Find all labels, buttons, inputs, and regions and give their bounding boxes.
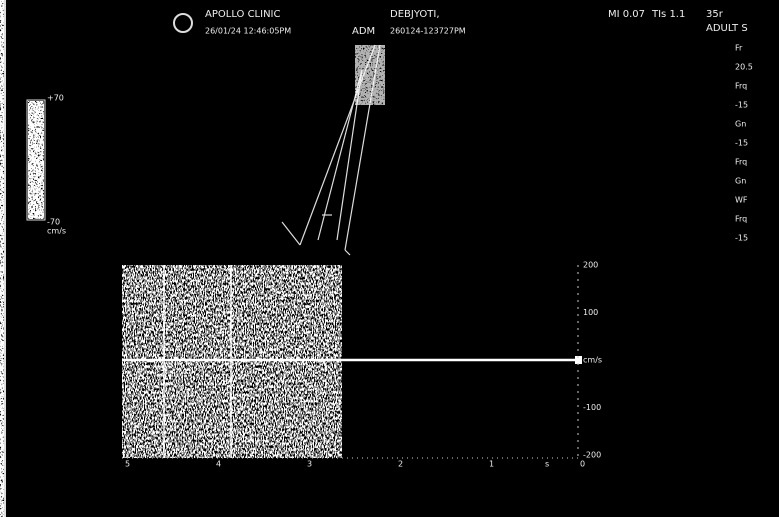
setting-label: -15 bbox=[735, 234, 748, 243]
time-label: 3 bbox=[307, 460, 312, 469]
time-label: 0 bbox=[580, 460, 585, 469]
time-unit: s bbox=[545, 460, 549, 469]
sector-noise bbox=[355, 45, 385, 105]
setting-label: Frq bbox=[735, 82, 747, 91]
baseline-handle bbox=[575, 356, 582, 364]
settings-panel: Fr 20.5 Frq -15 Gn -15 Frq Gn WF Frq -15 bbox=[735, 44, 753, 243]
velocity-label: -100 bbox=[583, 403, 601, 412]
color-bar-bottom: -70 bbox=[47, 218, 60, 227]
patient: DEBJYOTI, bbox=[390, 9, 440, 20]
time-label: 1 bbox=[489, 460, 494, 469]
time-label: 4 bbox=[216, 460, 221, 469]
velocity-labels: 200 100 cm/s -100 -200 bbox=[583, 261, 602, 460]
cycle-markers bbox=[163, 265, 232, 458]
velocity-label: -200 bbox=[583, 451, 601, 460]
doppler-spectrum bbox=[122, 265, 342, 458]
color-bar-unit: cm/s bbox=[47, 227, 66, 236]
velocity-label: 200 bbox=[583, 261, 598, 270]
left-edge-noise bbox=[0, 0, 4, 517]
color-bar-top: +70 bbox=[47, 94, 64, 103]
mi: MI 0.07 bbox=[608, 9, 645, 20]
exam-id: 260124-123727PM bbox=[390, 27, 466, 36]
logo bbox=[173, 13, 193, 33]
clinic: APOLLO CLINIC bbox=[205, 9, 281, 20]
setting-label: -15 bbox=[735, 139, 748, 148]
setting-label: 20.5 bbox=[735, 63, 753, 72]
datetime: 26/01/24 12:46:05PM bbox=[205, 27, 291, 36]
velocity-label: 100 bbox=[583, 308, 598, 317]
preset: ADULT S bbox=[706, 23, 748, 34]
color-bar-fill bbox=[28, 101, 44, 219]
tis: TIs 1.1 bbox=[651, 9, 685, 20]
setting-label: Fr bbox=[735, 44, 743, 53]
time-label: 2 bbox=[398, 460, 403, 469]
setting-label: WF bbox=[735, 196, 748, 205]
operator: ADM bbox=[352, 26, 375, 37]
setting-label: Gn bbox=[735, 120, 746, 129]
setting-label: Frq bbox=[735, 215, 747, 224]
time-labels: 5 4 3 2 1 0 bbox=[125, 460, 585, 469]
setting-label: Frq bbox=[735, 158, 747, 167]
velocity-label: cm/s bbox=[583, 356, 602, 365]
frame: 35r bbox=[706, 9, 724, 20]
setting-label: Gn bbox=[735, 177, 746, 186]
time-label: 5 bbox=[125, 460, 130, 469]
setting-label: -15 bbox=[735, 101, 748, 110]
